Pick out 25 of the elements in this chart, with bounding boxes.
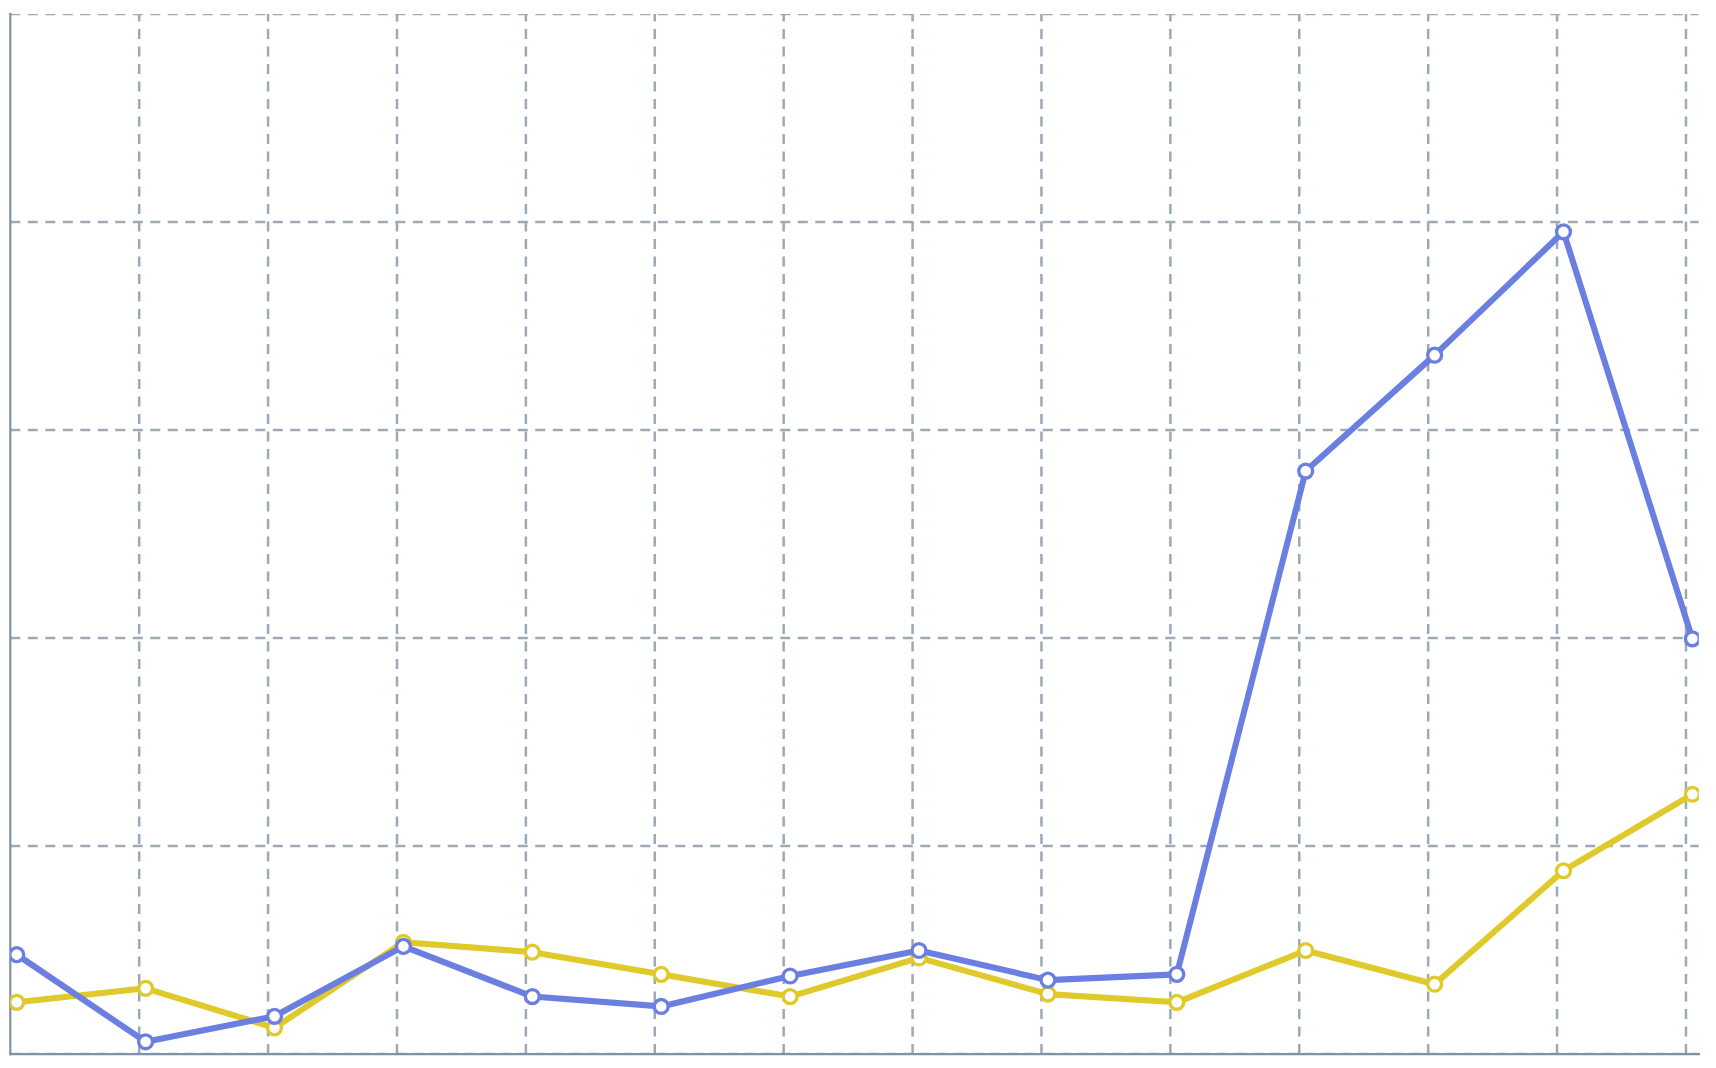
- point: [1554, 223, 1573, 241]
- point: [1297, 462, 1315, 480]
- point: [1425, 346, 1444, 364]
- point: [394, 937, 413, 956]
- point: [1168, 965, 1186, 983]
- point: [910, 941, 928, 960]
- point: [1039, 971, 1057, 989]
- point: [10, 946, 26, 964]
- point: [781, 987, 799, 1006]
- point: [137, 1033, 155, 1051]
- point: [1683, 785, 1699, 803]
- point: [523, 943, 541, 961]
- point: [1297, 941, 1315, 960]
- point: [1168, 993, 1186, 1011]
- point: [1554, 862, 1573, 880]
- point: [523, 987, 541, 1006]
- point: [1039, 985, 1057, 1003]
- point: [1683, 630, 1699, 648]
- point: [781, 967, 799, 985]
- point: [265, 1007, 284, 1025]
- point: [652, 997, 670, 1016]
- point: [1425, 975, 1444, 993]
- point: [137, 979, 155, 997]
- point: [652, 965, 670, 983]
- point: [10, 993, 26, 1011]
